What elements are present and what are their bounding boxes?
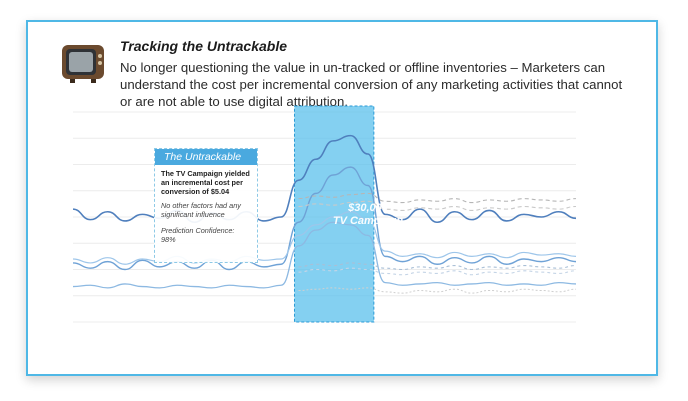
slide-title: Tracking the Untrackable (120, 38, 288, 54)
untrackable-callout: The Untrackable The TV Campaign yielded … (154, 148, 258, 263)
slide-description: No longer questioning the value in un-tr… (120, 60, 623, 109)
series-line-7 (298, 262, 577, 271)
line-chart (72, 105, 577, 323)
series-line-9 (298, 287, 577, 294)
campaign-name: TV Campaign (332, 215, 404, 227)
campaign-highlight-band (293, 105, 375, 323)
callout-confidence: Prediction Confidence: 98% (161, 226, 235, 244)
series-line-3 (72, 221, 577, 289)
tv-campaign-label: $30,000 TV Campaign (332, 202, 404, 228)
series-line-8 (298, 267, 577, 276)
series-line-2 (72, 166, 577, 271)
callout-main-text: The TV Campaign yielded an incremental c… (161, 169, 250, 196)
campaign-amount: $30,000 (348, 202, 388, 214)
series-line-6 (298, 200, 577, 211)
callout-sub-text: No other factors had any significant inf… (161, 201, 241, 219)
slide-card: Tracking the Untrackable No longer quest… (26, 20, 658, 376)
tv-icon (62, 45, 104, 83)
callout-title: The Untrackable (155, 149, 257, 165)
series-line-5 (298, 192, 577, 204)
